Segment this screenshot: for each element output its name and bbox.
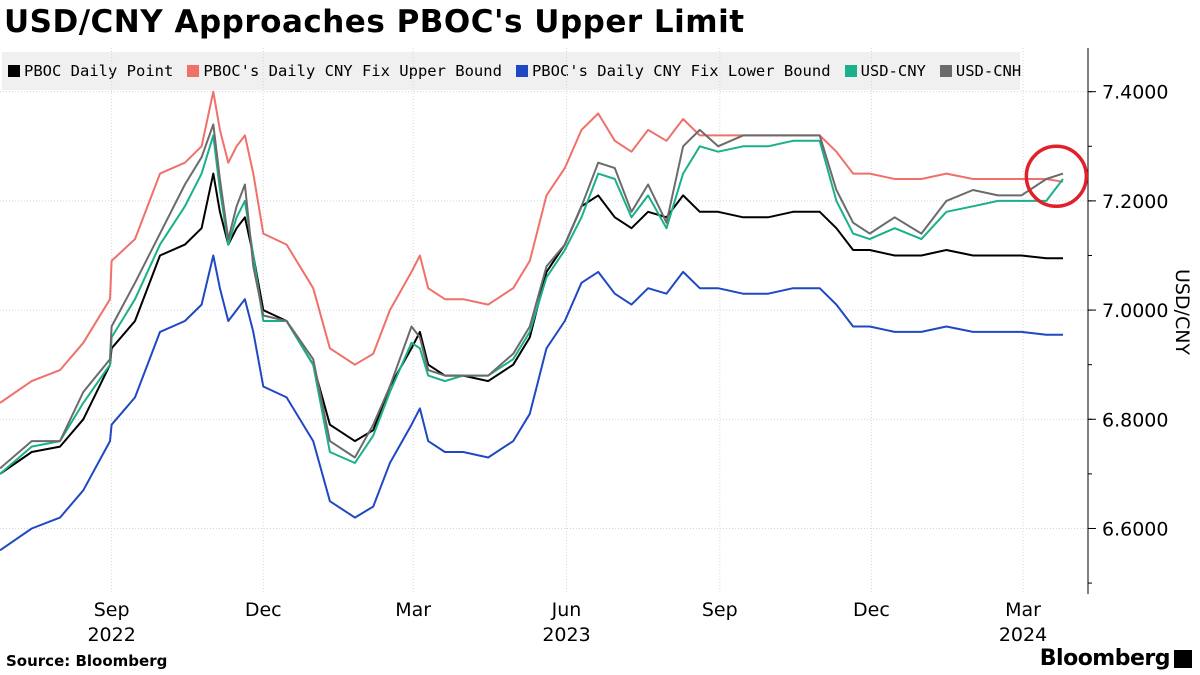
series-line-usd-cny: [0, 134, 1064, 475]
series-line-usd-cnh: [0, 123, 1064, 470]
legend-swatch: [844, 65, 857, 77]
chart-title: USD/CNY Approaches PBOC's Upper Limit: [4, 4, 745, 40]
series-line-pboc-daily-point: [0, 172, 1063, 475]
highlight-circle: [1024, 144, 1089, 209]
y-tick-label: 6.8000: [1102, 409, 1168, 431]
x-tick-label: Dec: [853, 599, 890, 621]
legend-swatch: [515, 65, 528, 77]
y-tick-label: 7.4000: [1102, 82, 1168, 104]
annotation: [1024, 144, 1089, 209]
x-tick-label: Mar: [1005, 599, 1041, 621]
legend-label: PBOC Daily Point: [24, 62, 174, 80]
legend-item-pboc-daily-point: PBOC Daily Point: [8, 62, 173, 80]
legend-item-usd-cnh: USD-CNH: [939, 62, 1022, 80]
series-line-pboc-s-daily-cny-fix-upper-bound: [0, 90, 1064, 404]
x-tick-label: Mar: [395, 599, 431, 621]
legend-label: PBOC's Daily CNY Fix Lower Bound: [531, 62, 831, 80]
bloomberg-terminal-icon: [1174, 650, 1192, 668]
legend: PBOC Daily Point PBOC's Daily CNY Fix Up…: [2, 52, 1022, 90]
axes: 7.4000 7.2000 7.0000 6.8000 6.6000 Sep 2022 Dec…: [87, 48, 1193, 646]
bloomberg-logo: Bloomberg: [1039, 646, 1171, 671]
legend-item-upper-bound: PBOC's Daily CNY Fix Upper Bound: [187, 62, 502, 80]
legend-item-lower-bound: PBOC's Daily CNY Fix Lower Bound: [515, 62, 831, 80]
series-line-pboc-s-daily-cny-fix-lower-bound: [0, 254, 1063, 552]
legend-label: PBOC's Daily CNY Fix Upper Bound: [203, 62, 502, 80]
source-note: Source: Bloomberg: [6, 652, 168, 670]
x-tick-label: Jun: [551, 599, 582, 621]
y-axis-title: USD/CNY: [1171, 269, 1193, 355]
legend-item-usd-cny: USD-CNY: [844, 62, 926, 80]
legend-label: USD-CNY: [860, 62, 926, 80]
x-tick-year-label: 2024: [999, 624, 1047, 646]
legend-swatch: [939, 65, 952, 77]
y-tick-label: 6.6000: [1102, 518, 1168, 540]
legend-swatch: [8, 65, 20, 77]
gridlines: [0, 48, 1088, 594]
x-tick-year-label: 2023: [542, 624, 590, 646]
x-tick-year-label: 2022: [87, 624, 135, 646]
y-tick-label: 7.0000: [1102, 300, 1168, 322]
series-lines: [0, 90, 1064, 552]
legend-label: USD-CNH: [955, 62, 1022, 80]
legend-swatch: [187, 65, 200, 77]
x-tick-label: Dec: [245, 599, 282, 621]
y-tick-label: 7.2000: [1102, 191, 1168, 213]
x-tick-label: Sep: [94, 599, 130, 621]
x-tick-label: Sep: [702, 599, 738, 621]
